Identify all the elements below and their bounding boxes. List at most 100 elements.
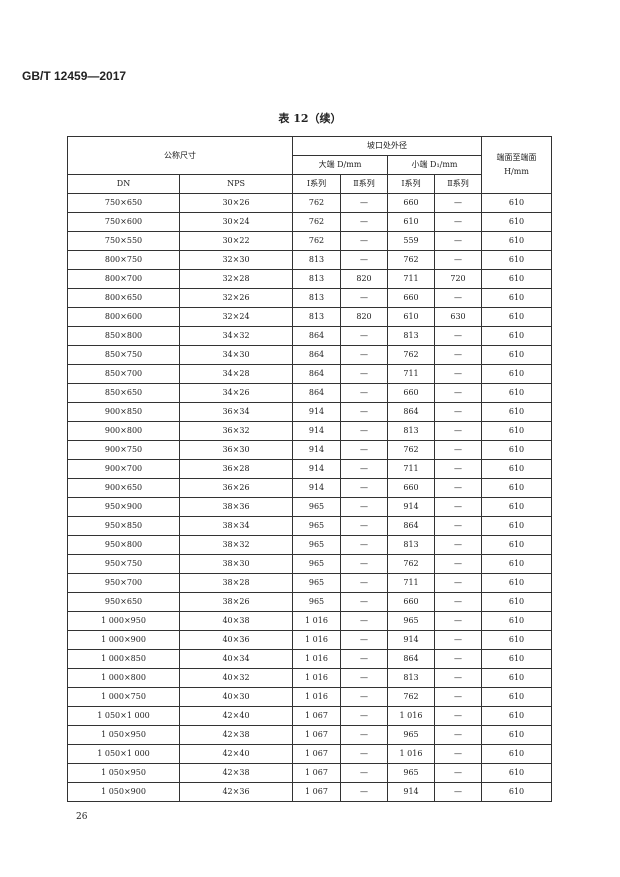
table-cell: 1 050×900: [67, 782, 180, 802]
table-row: 850×650 34×26 864—660—610: [67, 383, 552, 403]
table-cell: 610: [481, 782, 552, 802]
table-cell: —: [340, 193, 388, 213]
table-cell: —: [434, 497, 482, 517]
table-cell: —: [340, 744, 388, 764]
table-cell: 610: [481, 573, 552, 593]
table-cell: —: [340, 326, 388, 346]
table-cell: 34×32: [179, 326, 293, 346]
table-cell: 610: [481, 554, 552, 574]
table-cell: 813: [387, 326, 435, 346]
table-cell: 32×26: [179, 288, 293, 308]
table-row: 800×600 32×24 813 820 610 630 610: [67, 307, 552, 327]
table-row: 800×750 32×30 813—762—610: [67, 250, 552, 270]
table-cell: —: [340, 497, 388, 517]
table-cell: 864: [292, 364, 341, 384]
table-cell: 850×650: [67, 383, 180, 403]
table-cell: 1 067: [292, 725, 341, 745]
table-row: 1 000×750 40×30 1 016—762—610: [67, 687, 552, 707]
table-cell: 965: [292, 516, 341, 536]
table-cell: —: [340, 364, 388, 384]
table-cell: —: [340, 383, 388, 403]
table-cell: 34×30: [179, 345, 293, 365]
table-cell: 914: [387, 497, 435, 517]
table-cell: 1 000×800: [67, 668, 180, 688]
table-cell: —: [434, 535, 482, 555]
table-cell: 660: [387, 193, 435, 213]
table-cell: 762: [292, 193, 341, 213]
table-cell: 610: [481, 440, 552, 460]
table-cell: 38×34: [179, 516, 293, 536]
table-cell: —: [434, 554, 482, 574]
table-cell: 610: [481, 383, 552, 403]
table-cell: 1 016: [292, 630, 341, 650]
table-cell: 762: [387, 554, 435, 574]
table-row: 950×900 38×36 965—914—610: [67, 497, 552, 517]
header-large-end: 大端 D/mm: [292, 155, 388, 175]
table-cell: 950×750: [67, 554, 180, 574]
table-cell: 36×34: [179, 402, 293, 422]
table-cell: 965: [387, 763, 435, 783]
table-cell: —: [434, 706, 482, 726]
table-row: 750×550 30×22 762—559—610: [67, 231, 552, 251]
table-cell: 36×28: [179, 459, 293, 479]
table-cell: 38×26: [179, 592, 293, 612]
table-cell: 32×30: [179, 250, 293, 270]
table-cell: 36×26: [179, 478, 293, 498]
table-cell: 610: [481, 288, 552, 308]
table-cell: —: [434, 611, 482, 631]
table-row: 750×650 30×26 762—660—610: [67, 193, 552, 213]
table-cell: 800×650: [67, 288, 180, 308]
table-cell: —: [434, 250, 482, 270]
table-cell: 42×40: [179, 706, 293, 726]
table-row: 1 050×900 42×36 1 067—914—610: [67, 782, 552, 802]
table-cell: 610: [481, 649, 552, 669]
table-cell: 1 016: [292, 687, 341, 707]
table-row: 850×750 34×30 864—762—610: [67, 345, 552, 365]
table-cell: 1 016: [292, 649, 341, 669]
header-series-1: Ⅰ系列: [387, 174, 435, 194]
table-cell: —: [340, 516, 388, 536]
table-row: 900×700 36×28 914—711—610: [67, 459, 552, 479]
header-nominal-size: 公称尺寸: [67, 136, 293, 175]
table-cell: 965: [292, 535, 341, 555]
table-cell: 40×30: [179, 687, 293, 707]
table-cell: 1 016: [292, 668, 341, 688]
table-cell: 762: [387, 345, 435, 365]
table-cell: 950×900: [67, 497, 180, 517]
table-cell: —: [434, 592, 482, 612]
table-cell: —: [340, 649, 388, 669]
table-cell: —: [434, 516, 482, 536]
table-cell: 40×32: [179, 668, 293, 688]
table-cell: 32×28: [179, 269, 293, 289]
header-dn: DN: [67, 174, 180, 194]
table-cell: 34×26: [179, 383, 293, 403]
table-cell: 813: [292, 307, 341, 327]
table-cell: 610: [481, 725, 552, 745]
table-cell: 914: [292, 440, 341, 460]
table-cell: 914: [292, 402, 341, 422]
table-cell: 800×600: [67, 307, 180, 327]
table-cell: 965: [387, 611, 435, 631]
table-cell: —: [340, 421, 388, 441]
table-cell: 1 050×950: [67, 763, 180, 783]
table-cell: 711: [387, 573, 435, 593]
table-row: 900×850 36×34 914—864—610: [67, 402, 552, 422]
table-cell: 965: [292, 497, 341, 517]
table-cell: —: [434, 668, 482, 688]
table-cell: 820: [340, 269, 388, 289]
table-cell: 950×650: [67, 592, 180, 612]
table-cell: 30×26: [179, 193, 293, 213]
table-cell: 813: [292, 250, 341, 270]
table-cell: 965: [292, 573, 341, 593]
table-cell: —: [340, 535, 388, 555]
table-cell: —: [340, 231, 388, 251]
header-nps: NPS: [179, 174, 293, 194]
table-cell: 610: [481, 687, 552, 707]
table-cell: 850×750: [67, 345, 180, 365]
table-cell: 610: [481, 497, 552, 517]
table-cell: 750×650: [67, 193, 180, 213]
table-cell: —: [340, 440, 388, 460]
table-cell: 32×24: [179, 307, 293, 327]
table-cell: 610: [481, 478, 552, 498]
table-cell: 900×750: [67, 440, 180, 460]
